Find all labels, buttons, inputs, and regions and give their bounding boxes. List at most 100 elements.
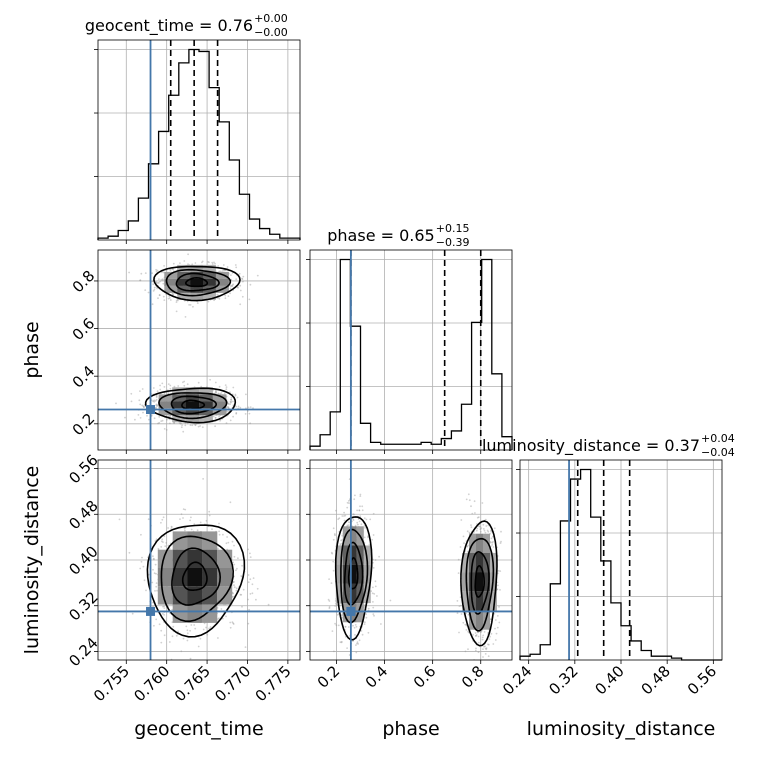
- sample-point: [238, 272, 241, 275]
- sample-point: [481, 502, 484, 504]
- sample-point: [497, 569, 500, 572]
- sample-point: [153, 572, 156, 575]
- sample-point: [158, 416, 161, 418]
- sample-point: [470, 524, 472, 526]
- sample-point: [186, 422, 189, 425]
- sample-point: [169, 415, 171, 418]
- density-cell: [164, 271, 178, 279]
- sample-point: [357, 518, 360, 520]
- sample-point: [244, 646, 247, 648]
- density-cell: [187, 568, 203, 587]
- sample-point: [490, 530, 493, 533]
- sample-point: [168, 548, 171, 550]
- sample-point: [355, 644, 357, 646]
- sample-point: [160, 420, 163, 422]
- sample-point: [118, 518, 121, 521]
- sample-point: [156, 404, 159, 407]
- sample-point: [492, 546, 495, 548]
- sample-point: [344, 626, 347, 628]
- sample-point: [152, 387, 155, 389]
- pair-panel-geocent_time-vs-luminosity_distance: [94, 460, 300, 664]
- sample-point: [162, 605, 164, 608]
- sample-point: [247, 406, 250, 409]
- sample-point: [485, 648, 488, 651]
- pair-geocent_time-vs-luminosity_distance-frame: [97, 459, 301, 661]
- sample-point: [459, 546, 462, 548]
- sample-point: [328, 600, 331, 602]
- sample-point: [151, 581, 154, 584]
- density-cell: [349, 526, 357, 546]
- sample-point: [173, 422, 176, 424]
- sample-point: [155, 582, 158, 584]
- sample-point: [344, 514, 347, 517]
- sample-point: [163, 614, 166, 616]
- xtick-label-phase-1: 0.4: [362, 662, 392, 692]
- sample-point: [207, 300, 210, 303]
- sample-point: [458, 631, 460, 634]
- sample-point: [251, 583, 254, 586]
- sample-point: [236, 567, 238, 570]
- sample-point: [144, 289, 147, 291]
- sample-point: [337, 624, 340, 627]
- sample-point: [242, 588, 245, 591]
- sample-point: [161, 382, 164, 385]
- sample-point: [352, 624, 354, 627]
- sample-point: [233, 563, 236, 566]
- sample-point: [267, 603, 270, 606]
- sample-point: [363, 605, 366, 608]
- sample-point: [347, 626, 350, 628]
- density-cell: [172, 387, 186, 395]
- sample-point: [137, 414, 140, 416]
- contour-geocent_time-vs-phase-1-2: [158, 392, 228, 420]
- sample-point: [184, 529, 186, 532]
- sample-point: [476, 631, 479, 634]
- sample-point: [230, 401, 232, 404]
- sample-point: [336, 604, 338, 606]
- sample-point: [202, 628, 205, 631]
- sample-point: [186, 383, 189, 386]
- sample-point: [225, 542, 228, 545]
- sample-point: [222, 533, 224, 536]
- sample-point: [457, 572, 460, 574]
- sample-point: [332, 527, 335, 530]
- sample-point: [161, 518, 164, 521]
- sample-point: [248, 608, 251, 611]
- sample-point: [468, 531, 471, 534]
- sample-point: [472, 633, 474, 636]
- contour-phase-vs-luminosity_distance-0-1: [343, 541, 364, 606]
- density-cell: [203, 278, 216, 286]
- sample-point: [358, 520, 361, 523]
- density-cell: [356, 603, 364, 623]
- sample-point: [217, 637, 219, 639]
- sample-point: [163, 392, 166, 395]
- sample-point: [500, 530, 502, 533]
- sample-point: [138, 399, 141, 402]
- sample-point: [169, 422, 171, 425]
- sample-point: [215, 390, 218, 393]
- sample-point: [489, 540, 492, 543]
- sample-point: [159, 384, 162, 387]
- sample-point: [231, 592, 234, 594]
- sample-point: [219, 392, 222, 395]
- sample-point: [225, 386, 228, 388]
- xtick-label-luminosity_distance-3: 0.48: [638, 662, 674, 698]
- sample-point: [191, 263, 194, 266]
- sample-point: [165, 542, 168, 544]
- sample-point: [180, 426, 183, 429]
- sample-point: [248, 298, 251, 301]
- sample-point: [170, 526, 173, 529]
- sample-point: [186, 632, 189, 635]
- sample-point: [226, 410, 229, 413]
- sample-point: [207, 261, 210, 263]
- density-cell: [342, 583, 350, 604]
- xtick-label-luminosity_distance-0: 0.24: [499, 662, 535, 698]
- ytick-label-phase-0: 0.2: [69, 410, 99, 440]
- sample-point: [244, 413, 247, 415]
- sample-point: [171, 608, 174, 611]
- sample-point: [229, 401, 232, 403]
- sample-point: [162, 279, 164, 282]
- sample-point: [162, 295, 165, 298]
- sample-point: [218, 297, 221, 300]
- sample-point: [153, 558, 155, 561]
- sample-point: [479, 631, 482, 633]
